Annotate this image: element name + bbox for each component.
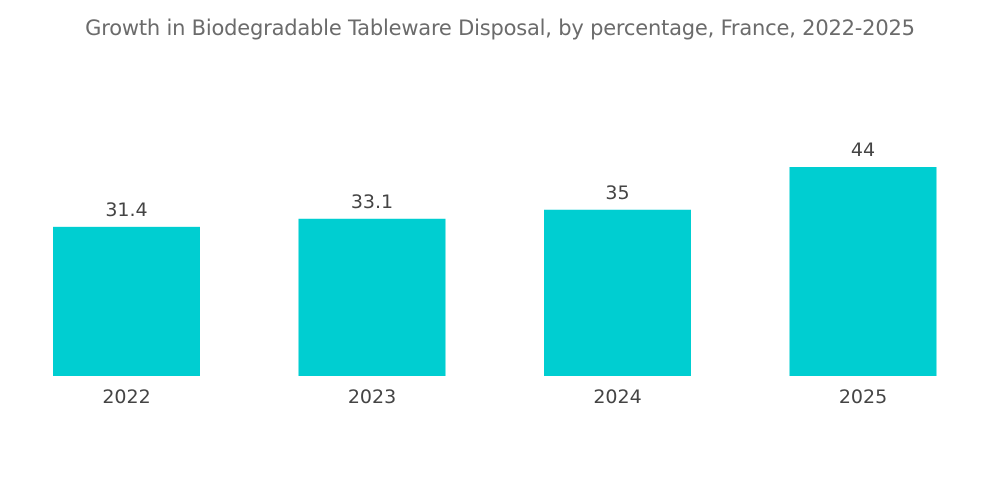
x-tick-label-2023: 2023 xyxy=(348,386,396,408)
bar-2024 xyxy=(544,209,691,376)
x-tick-label-2025: 2025 xyxy=(839,386,887,408)
data-label-2023: 33.1 xyxy=(351,191,393,213)
x-tick-label-2024: 2024 xyxy=(593,386,641,408)
bar-2025 xyxy=(789,167,937,376)
bar-2022 xyxy=(53,226,200,376)
bar-2023 xyxy=(298,218,446,376)
chart-title: Growth in Biodegradable Tableware Dispos… xyxy=(85,16,915,40)
value-labels-group: 31.4 33.1 35 44 xyxy=(105,139,875,221)
x-tick-label-2022: 2022 xyxy=(102,386,150,408)
data-label-2022: 31.4 xyxy=(105,199,147,221)
data-label-2025: 44 xyxy=(851,139,875,161)
x-tick-labels-group: 2022 2023 2024 2025 xyxy=(102,386,887,408)
bars-group xyxy=(53,167,937,376)
data-label-2024: 35 xyxy=(605,182,629,204)
